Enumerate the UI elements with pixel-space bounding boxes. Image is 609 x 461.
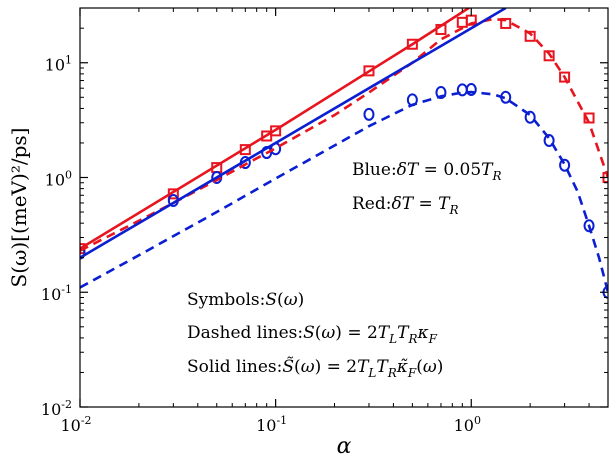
annotation-2: Red:δT = TR	[352, 194, 459, 217]
annotation-layer: Blue:δT = 0.05TR Red:δT = TR Symbols:S(ω) D…	[187, 160, 502, 380]
blue-circle-point	[211, 170, 223, 184]
red-square-point	[270, 125, 282, 137]
annotation-4: Dashed lines:S(ω) = 2TLTRκF	[187, 323, 438, 346]
blue-circle-point	[559, 158, 571, 172]
blue-dashed-line	[80, 90, 608, 293]
plot-frame	[79, 7, 609, 408]
y-tick-label: 10-1	[41, 283, 72, 304]
annotation-3: Symbols:S(ω)	[187, 290, 304, 310]
blue-circle-point	[80, 246, 86, 260]
blue-circle-point	[543, 134, 555, 148]
y-tick-label: 10-2	[41, 398, 72, 419]
blue-circle-point	[524, 110, 536, 124]
red-square-point	[363, 65, 375, 77]
x-tick-label: 10-1	[256, 414, 287, 435]
annotation-5: Solid lines:S̃(ω) = 2TLTRκ̃F(ω)	[187, 357, 443, 380]
blue-circle-point	[363, 107, 375, 121]
y-axis-title: S(ω)[(meV)²/ps]	[7, 128, 31, 288]
y-tick-label: 100	[45, 168, 72, 189]
tick-layer: 10-2 10-1 100 10-2 10-1 100 101	[41, 8, 608, 435]
x-tick-label: 10-2	[60, 414, 91, 435]
y-tick-label: 101	[45, 54, 72, 75]
blue-circle-point	[435, 86, 447, 100]
x-tick-label: 100	[454, 414, 481, 435]
red-square-point	[456, 16, 468, 28]
annotation-1: Blue:δT = 0.05TR	[352, 160, 502, 183]
red-dashed-line	[80, 17, 608, 252]
red-square-point	[524, 30, 536, 42]
red-square-point	[543, 50, 555, 62]
blue-circle-point	[583, 219, 595, 233]
series-layer	[80, 8, 608, 299]
blue-solid-line	[80, 8, 507, 259]
red-square-point	[559, 71, 571, 83]
red-solid-line	[80, 8, 472, 250]
red-square-point	[406, 38, 418, 50]
x-axis-title: α	[337, 434, 352, 459]
blue-circle-point	[465, 82, 477, 96]
